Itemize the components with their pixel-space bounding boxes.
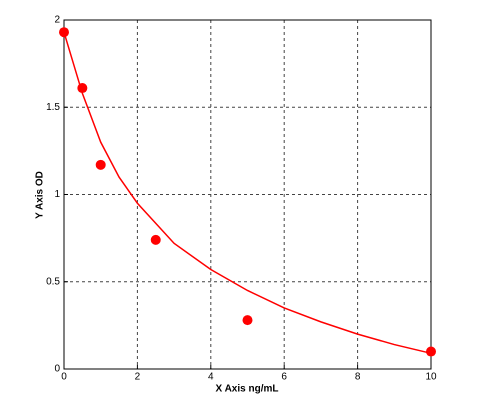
x-tick-label: 10 (425, 372, 437, 383)
data-point (95, 159, 106, 170)
y-tick-label: 0.5 (46, 276, 60, 287)
data-point (242, 315, 253, 326)
x-tick-label: 6 (281, 372, 287, 383)
data-point (77, 83, 88, 94)
y-tick-label: 0 (54, 364, 60, 375)
x-tick-label: 2 (135, 372, 141, 383)
y-axis-title: Y Axis OD (35, 171, 46, 219)
data-point (59, 27, 69, 38)
x-tick-label: 8 (355, 372, 361, 383)
x-tick-label: 4 (208, 372, 214, 383)
data-point (150, 234, 161, 245)
x-axis-title: X Axis ng/mL (216, 384, 279, 395)
data-point (426, 346, 436, 357)
y-tick-label: 1 (54, 189, 60, 200)
y-tick-label: 1.5 (46, 102, 60, 113)
x-tick-label: 0 (61, 372, 67, 383)
y-tick-label: 2 (54, 15, 60, 26)
fit-curve (63, 31, 432, 355)
plot-frame (63, 19, 432, 370)
